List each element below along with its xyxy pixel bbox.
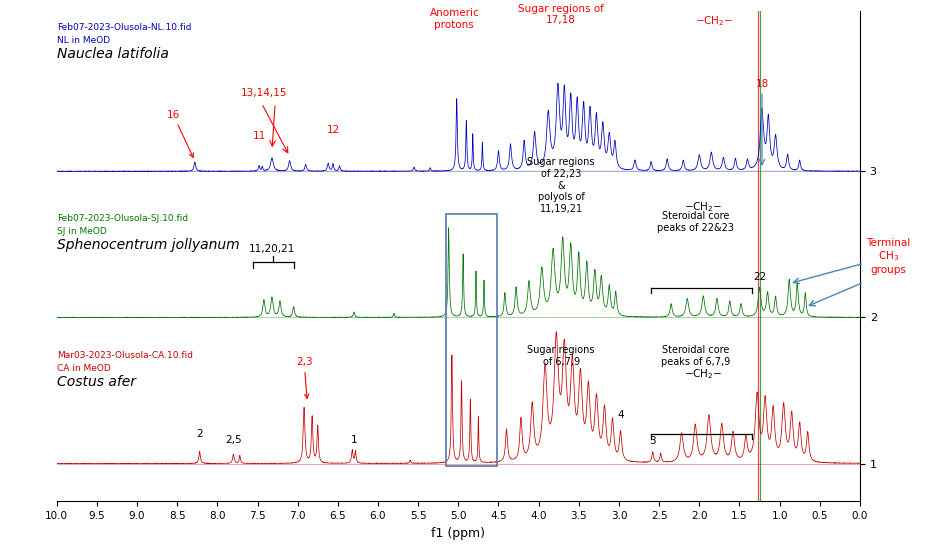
- Text: $-$CH$_2$$-$: $-$CH$_2$$-$: [683, 200, 722, 214]
- Text: 11: 11: [252, 131, 265, 141]
- Text: Mar03-2023-Olusola-CA.10.fid: Mar03-2023-Olusola-CA.10.fid: [57, 351, 193, 360]
- X-axis label: f1 (ppm): f1 (ppm): [430, 526, 485, 540]
- Text: Feb07-2023-Olusola-SJ.10.fid: Feb07-2023-Olusola-SJ.10.fid: [57, 214, 188, 223]
- Text: CA in MeOD: CA in MeOD: [57, 364, 110, 373]
- Text: 11,20,21: 11,20,21: [248, 244, 295, 254]
- Text: Sugar regions of
17,18: Sugar regions of 17,18: [517, 4, 603, 25]
- Text: 13,14,15: 13,14,15: [241, 89, 287, 99]
- Text: 2: 2: [196, 429, 203, 439]
- Text: Steroidal core
peaks of 22&23: Steroidal core peaks of 22&23: [656, 211, 733, 233]
- Text: 2,5: 2,5: [225, 435, 242, 444]
- Text: $-$CH$_2$$-$: $-$CH$_2$$-$: [694, 14, 733, 28]
- Text: NL in MeOD: NL in MeOD: [57, 36, 110, 45]
- Text: Sphenocentrum jollyanum: Sphenocentrum jollyanum: [57, 238, 239, 252]
- Text: 4: 4: [616, 411, 623, 420]
- Text: Anomeric
protons: Anomeric protons: [429, 8, 479, 30]
- Text: Sugar regions
of 22,23
&
polyols of
11,19,21: Sugar regions of 22,23 & polyols of 11,1…: [527, 158, 595, 214]
- Text: 18: 18: [754, 79, 767, 89]
- Text: 3: 3: [649, 436, 655, 446]
- Text: Feb07-2023-Olusola-NL.10.fid: Feb07-2023-Olusola-NL.10.fid: [57, 23, 191, 32]
- Text: 1: 1: [350, 435, 357, 444]
- Text: Steroidal core
peaks of 6,7,9: Steroidal core peaks of 6,7,9: [660, 345, 729, 367]
- Text: 12: 12: [326, 125, 339, 135]
- Text: Nauclea latifolia: Nauclea latifolia: [57, 47, 168, 61]
- Text: 2,3: 2,3: [295, 357, 312, 398]
- Text: Terminal
CH$_3$
groups: Terminal CH$_3$ groups: [866, 237, 910, 275]
- Text: 16: 16: [166, 110, 194, 158]
- Text: Costus afer: Costus afer: [57, 375, 136, 389]
- Text: SJ in MeOD: SJ in MeOD: [57, 227, 107, 236]
- Text: 22: 22: [752, 272, 766, 282]
- Text: Sugar regions
of 6,7,9: Sugar regions of 6,7,9: [527, 345, 595, 367]
- Text: $-$CH$_2$$-$: $-$CH$_2$$-$: [683, 367, 722, 381]
